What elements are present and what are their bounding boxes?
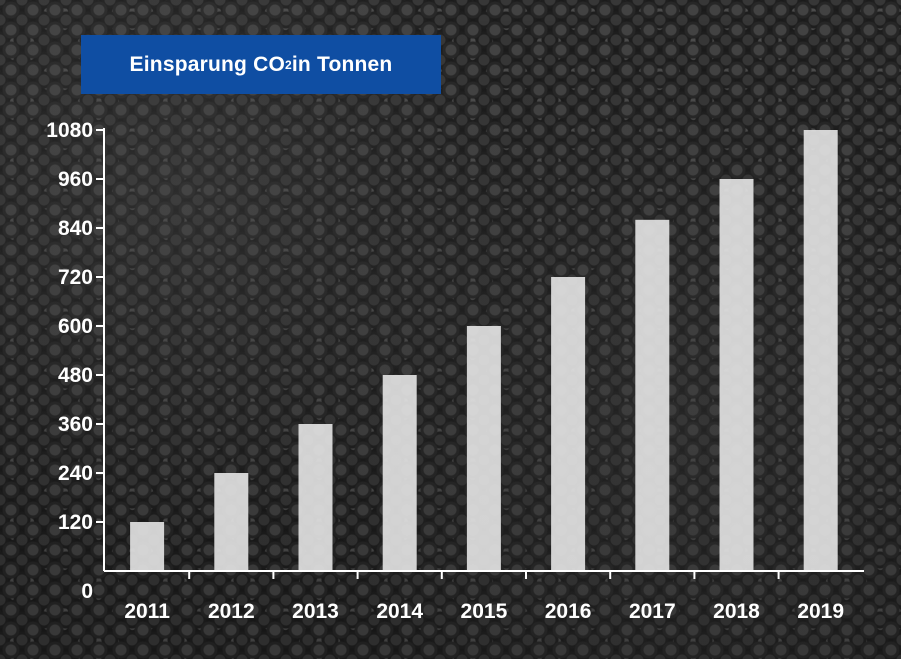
y-tick-label: 1080: [46, 119, 93, 142]
y-tick-label: 240: [58, 462, 93, 485]
x-tick-label: 2019: [797, 600, 844, 623]
x-tick-label: 2018: [713, 600, 760, 623]
x-tick-label: 2013: [292, 600, 339, 623]
y-tick-label: 720: [58, 266, 93, 289]
bar-2016: [551, 277, 586, 571]
title-suffix: in Tonnen: [291, 52, 393, 76]
y-tick-label: 360: [58, 413, 93, 436]
bar-2018: [719, 179, 754, 571]
x-tick-label: 2017: [629, 600, 676, 623]
bar-2011: [130, 522, 165, 571]
y-tick-label: 480: [58, 364, 93, 387]
bar-2017: [635, 219, 670, 572]
bar-2012: [214, 473, 249, 571]
bar-2013: [298, 424, 333, 571]
chart-title: Einsparung CO 2 in Tonnen: [81, 35, 441, 94]
title-prefix: Einsparung CO: [129, 52, 285, 76]
x-tick-label: 2011: [124, 600, 170, 623]
bar-2015: [466, 326, 501, 571]
y-tick-label: 840: [58, 217, 93, 240]
y-tick-label: 600: [58, 315, 93, 338]
x-tick-label: 2012: [208, 600, 255, 623]
x-tick-label: 2015: [461, 600, 508, 623]
y-tick-label: 960: [58, 168, 93, 191]
bar-2014: [382, 375, 417, 571]
y-tick-label: 120: [58, 511, 93, 534]
y-tick-label: 0: [81, 580, 93, 603]
x-tick-label: 2014: [376, 600, 423, 623]
bar-2019: [803, 130, 838, 571]
x-tick-label: 2016: [545, 600, 592, 623]
